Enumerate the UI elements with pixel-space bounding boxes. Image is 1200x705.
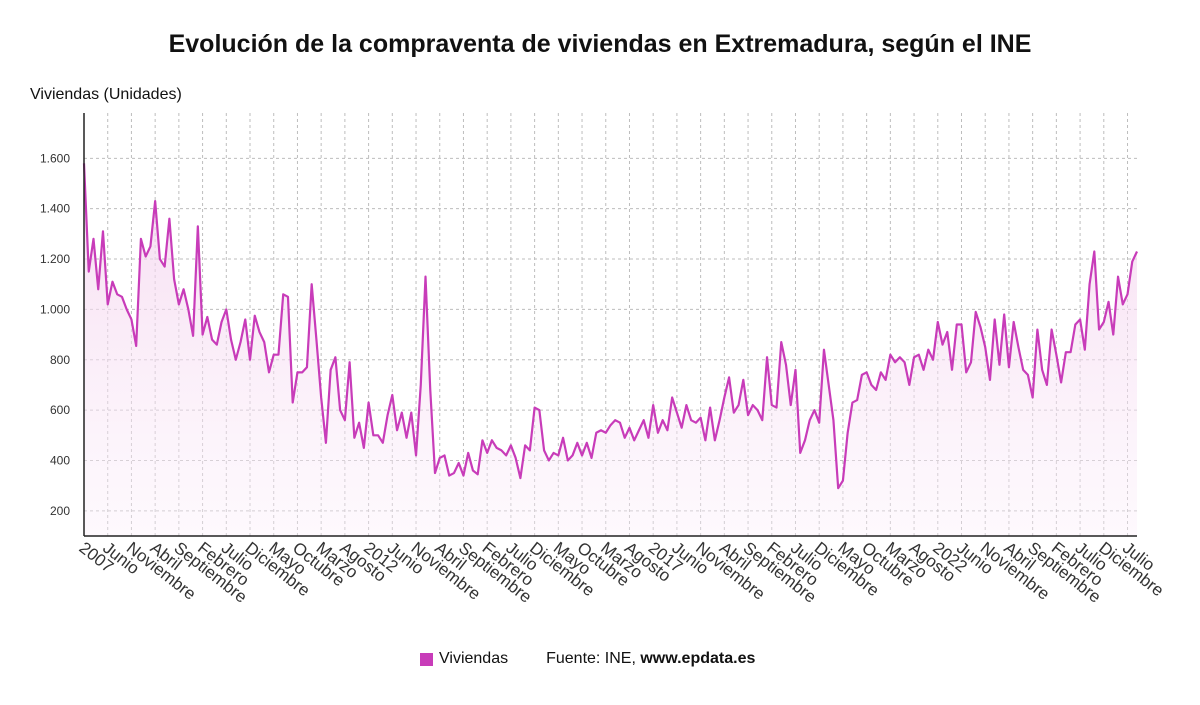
y-tick-label: 600: [50, 403, 70, 417]
y-tick-label: 200: [50, 504, 70, 518]
y-tick-label: 1.200: [40, 252, 70, 266]
source-prefix: Fuente: INE,: [546, 650, 641, 667]
legend-label-viviendas: Viviendas: [439, 650, 509, 667]
y-tick-label: 1.600: [40, 151, 70, 165]
legend-swatch-viviendas: [420, 652, 433, 666]
y-tick-label: 1.000: [40, 302, 70, 316]
y-tick-label: 1.400: [40, 202, 70, 216]
y-axis-label: Viviendas (Unidades): [30, 86, 182, 103]
y-tick-label: 400: [50, 453, 70, 467]
y-tick-label: 800: [50, 353, 70, 367]
legend: Viviendas Fuente: INE, www.epdata.es: [420, 650, 755, 668]
chart-title: Evolución de la compraventa de viviendas…: [168, 30, 1032, 58]
source-site: www.epdata.es: [640, 650, 756, 667]
series-line-viviendas: [82, 163, 1138, 490]
source-note: Fuente: INE, www.epdata.es: [546, 650, 755, 668]
series-area-viviendas: [84, 163, 1137, 537]
